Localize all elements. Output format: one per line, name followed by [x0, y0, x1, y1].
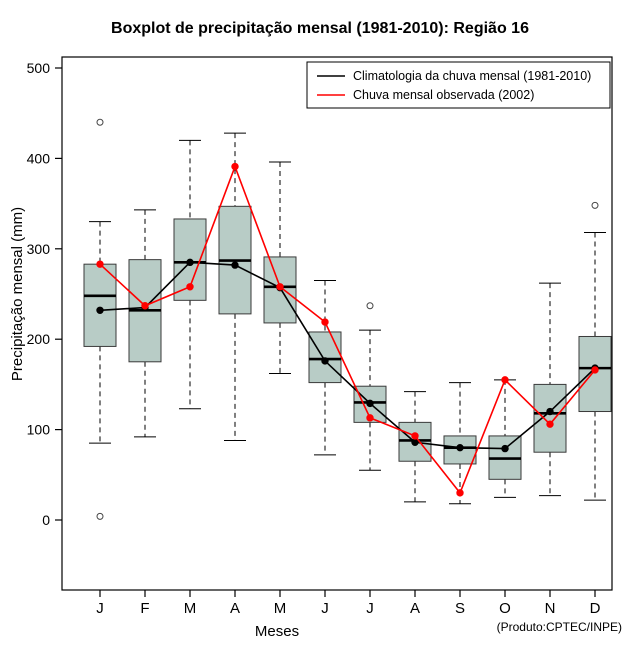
observed-point: [276, 283, 284, 291]
y-axis-title: Precipitação mensal (mm): [9, 207, 26, 381]
box-iqr: [83, 263, 117, 347]
y-axis-tick-label: 500: [27, 60, 51, 76]
x-axis-tick-label: M: [274, 600, 287, 617]
y-axis-tick-label: 100: [27, 422, 51, 438]
box-iqr: [308, 331, 342, 384]
x-axis-title: Meses: [255, 623, 299, 640]
outlier-point: [366, 302, 374, 310]
x-axis-tick-label: A: [410, 600, 420, 617]
observed-point: [141, 302, 149, 310]
observed-point: [546, 420, 554, 428]
box-iqr: [533, 383, 567, 453]
y-axis-tick-label: 400: [27, 150, 51, 166]
observed-point: [411, 432, 419, 440]
climatology-point: [501, 444, 509, 453]
outlier-point: [96, 118, 104, 126]
observed-point: [96, 260, 104, 268]
legend-entry-label: Chuva mensal observada (2002): [353, 88, 534, 102]
x-axis-tick-label: J: [96, 600, 104, 617]
climatology-point: [456, 443, 464, 452]
plot-frame: [61, 56, 613, 591]
observed-point: [231, 162, 239, 171]
y-axis-tick-label: 0: [42, 512, 50, 528]
y-axis-tick-label: 300: [27, 241, 51, 257]
x-axis-tick-label: N: [545, 600, 556, 617]
observed-point: [591, 366, 599, 374]
x-axis-tick-label: J: [321, 600, 329, 617]
climatology-point: [321, 357, 329, 365]
x-axis-tick-label: O: [499, 600, 511, 617]
x-axis-tick-label: S: [455, 600, 465, 617]
observed-point: [186, 283, 194, 291]
outlier-point: [591, 201, 599, 209]
x-axis-tick-label: M: [184, 600, 197, 617]
observed-point: [456, 489, 464, 497]
climatology-line: [99, 261, 596, 450]
climatology-point: [546, 407, 554, 416]
observed-line: [99, 164, 596, 495]
x-axis-tick-label: A: [230, 600, 240, 617]
box-iqr: [578, 335, 612, 413]
legend-box: [306, 61, 611, 109]
legend-entry-label: Climatologia da chuva mensal (1981-2010): [353, 69, 591, 83]
climatology-point: [186, 258, 194, 267]
observed-point: [366, 414, 374, 422]
y-axis-tick-label: 200: [27, 331, 51, 347]
outlier-point: [96, 512, 104, 520]
climatology-point: [231, 261, 239, 269]
observed-point: [501, 376, 509, 384]
x-axis-tick-label: D: [590, 600, 601, 617]
product-credit-label: (Produto:CPTEC/INPE): [496, 620, 622, 634]
x-axis-tick-label: J: [366, 600, 374, 617]
x-axis-tick-label: F: [140, 600, 149, 617]
observed-point: [321, 318, 329, 326]
chart-title: Boxplot de precipitação mensal (1981-201…: [111, 20, 529, 37]
climatology-point: [366, 399, 374, 408]
climatology-point: [96, 306, 104, 314]
